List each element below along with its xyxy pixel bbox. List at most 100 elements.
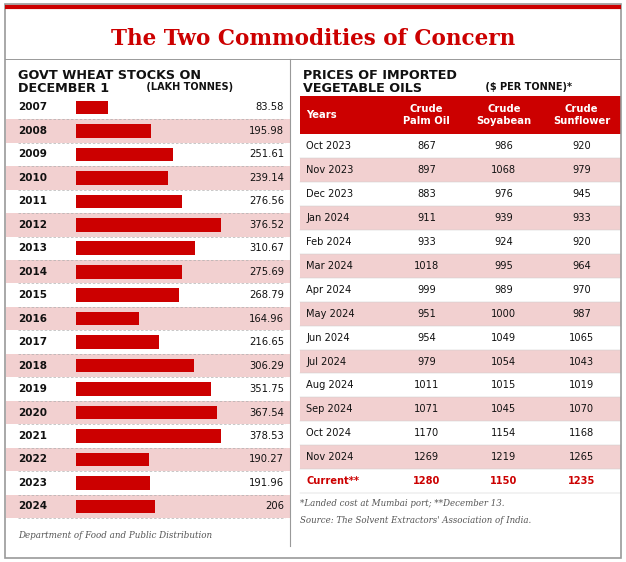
Text: 986: 986: [495, 142, 513, 151]
Text: 951: 951: [417, 309, 436, 319]
FancyBboxPatch shape: [6, 237, 291, 260]
Text: 2013: 2013: [18, 243, 47, 253]
Text: 2011: 2011: [18, 196, 47, 206]
Text: 275.69: 275.69: [249, 267, 284, 277]
Text: Jul 2024: Jul 2024: [306, 356, 347, 366]
Text: 367.54: 367.54: [249, 407, 284, 418]
Text: 920: 920: [572, 142, 591, 151]
Text: 1015: 1015: [491, 380, 516, 391]
Text: 964: 964: [572, 261, 591, 271]
Text: 2009: 2009: [18, 149, 46, 160]
Text: 2019: 2019: [18, 384, 46, 394]
Text: 2012: 2012: [18, 220, 47, 230]
Text: 2010: 2010: [18, 173, 47, 183]
FancyBboxPatch shape: [6, 260, 291, 283]
FancyBboxPatch shape: [300, 422, 621, 445]
Text: 920: 920: [572, 237, 591, 247]
FancyBboxPatch shape: [6, 495, 291, 518]
Text: 1168: 1168: [569, 428, 594, 438]
FancyBboxPatch shape: [76, 382, 211, 396]
Text: 2017: 2017: [18, 337, 47, 347]
Text: Crude
Sunflower: Crude Sunflower: [553, 105, 610, 126]
Text: Dec 2023: Dec 2023: [306, 189, 354, 200]
Text: 2016: 2016: [18, 314, 47, 324]
Text: 190.27: 190.27: [249, 455, 284, 465]
FancyBboxPatch shape: [300, 96, 621, 134]
Text: 1070: 1070: [569, 404, 594, 414]
Text: 1068: 1068: [491, 165, 516, 175]
Text: Oct 2024: Oct 2024: [306, 428, 351, 438]
Text: (LAKH TONNES): (LAKH TONNES): [143, 82, 233, 92]
FancyBboxPatch shape: [76, 124, 151, 138]
Text: Aug 2024: Aug 2024: [306, 380, 354, 391]
Text: 1235: 1235: [568, 476, 595, 486]
Text: 376.52: 376.52: [249, 220, 284, 230]
FancyBboxPatch shape: [300, 278, 621, 302]
Text: 1054: 1054: [491, 356, 516, 366]
Text: 83.58: 83.58: [255, 102, 284, 112]
FancyBboxPatch shape: [76, 406, 217, 419]
FancyBboxPatch shape: [300, 469, 621, 493]
FancyBboxPatch shape: [300, 254, 621, 278]
Text: 2008: 2008: [18, 126, 47, 136]
FancyBboxPatch shape: [300, 326, 621, 350]
FancyBboxPatch shape: [6, 377, 291, 401]
Text: Mar 2024: Mar 2024: [306, 261, 353, 271]
FancyBboxPatch shape: [6, 424, 291, 448]
Text: Apr 2024: Apr 2024: [306, 285, 352, 295]
Text: Nov 2023: Nov 2023: [306, 165, 354, 175]
Text: 1049: 1049: [491, 333, 516, 343]
Text: 1219: 1219: [491, 452, 516, 462]
Text: Jun 2024: Jun 2024: [306, 333, 350, 343]
Text: 2022: 2022: [18, 455, 47, 465]
FancyBboxPatch shape: [76, 476, 150, 490]
Text: 945: 945: [572, 189, 591, 200]
Text: 987: 987: [572, 309, 591, 319]
Text: 2020: 2020: [18, 407, 47, 418]
Text: GOVT WHEAT STOCKS ON: GOVT WHEAT STOCKS ON: [18, 69, 201, 81]
Text: Feb 2024: Feb 2024: [306, 237, 352, 247]
Text: 933: 933: [417, 237, 436, 247]
Text: May 2024: May 2024: [306, 309, 355, 319]
Text: 239.14: 239.14: [249, 173, 284, 183]
Text: 206: 206: [265, 501, 284, 511]
Text: 911: 911: [417, 213, 436, 223]
FancyBboxPatch shape: [300, 397, 621, 422]
Text: 970: 970: [572, 285, 591, 295]
FancyBboxPatch shape: [76, 148, 173, 161]
Text: 976: 976: [495, 189, 513, 200]
Text: 1019: 1019: [569, 380, 594, 391]
Text: 979: 979: [417, 356, 436, 366]
Text: 939: 939: [495, 213, 513, 223]
FancyBboxPatch shape: [76, 500, 155, 513]
Text: 979: 979: [572, 165, 591, 175]
Text: 1045: 1045: [491, 404, 516, 414]
Text: Jan 2024: Jan 2024: [306, 213, 350, 223]
Text: 989: 989: [495, 285, 513, 295]
Text: Crude
Palm Oil: Crude Palm Oil: [403, 105, 450, 126]
Text: *Landed cost at Mumbai port; **December 13.: *Landed cost at Mumbai port; **December …: [300, 499, 505, 508]
FancyBboxPatch shape: [300, 158, 621, 182]
Text: 995: 995: [495, 261, 513, 271]
Text: 2014: 2014: [18, 267, 47, 277]
Text: 1150: 1150: [490, 476, 518, 486]
FancyBboxPatch shape: [6, 307, 291, 330]
Text: 1269: 1269: [414, 452, 439, 462]
Text: 2023: 2023: [18, 478, 47, 488]
FancyBboxPatch shape: [6, 213, 291, 237]
Text: 883: 883: [417, 189, 436, 200]
FancyBboxPatch shape: [76, 101, 108, 114]
FancyBboxPatch shape: [76, 429, 222, 443]
FancyBboxPatch shape: [300, 350, 621, 374]
FancyBboxPatch shape: [6, 330, 291, 354]
FancyBboxPatch shape: [6, 354, 291, 377]
Text: 999: 999: [417, 285, 436, 295]
Text: ($ PER TONNE)*: ($ PER TONNE)*: [482, 82, 572, 92]
Text: 2024: 2024: [18, 501, 47, 511]
FancyBboxPatch shape: [76, 452, 149, 466]
FancyBboxPatch shape: [300, 230, 621, 254]
Text: 954: 954: [417, 333, 436, 343]
FancyBboxPatch shape: [6, 119, 291, 143]
Text: 164.96: 164.96: [249, 314, 284, 324]
Text: 1065: 1065: [569, 333, 594, 343]
